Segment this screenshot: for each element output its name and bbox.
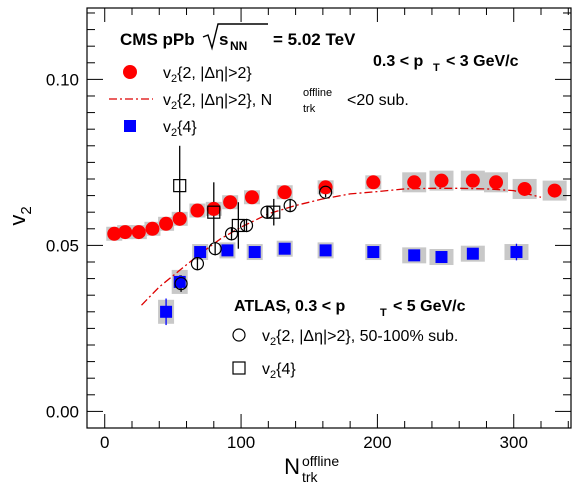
- point-cms-v2-4: [278, 242, 291, 255]
- x-axis-label-main: N: [284, 454, 300, 479]
- cms-pt-sub: T: [433, 62, 440, 74]
- point-cms-v2-4: [194, 246, 207, 259]
- plot-frame: [86, 7, 572, 429]
- point-cms-v2-2: [547, 183, 562, 198]
- point-cms-v2-4: [160, 305, 173, 318]
- point-cms-v2-2: [206, 201, 221, 216]
- energy-sub: NN: [230, 39, 247, 53]
- point-cms-v2-2: [366, 175, 381, 190]
- legend-atlas-entry-2: v2{4}: [262, 361, 296, 381]
- legend-atlas: v2{2, |Δη|>2}, 50-100% sub. v2{4}: [232, 328, 458, 381]
- atlas-label: ATLAS, 0.3 < p T < 5 GeV/c: [234, 298, 466, 319]
- axes: 0 100 200 300 0.00 0.05 0.10: [46, 8, 571, 452]
- point-cms-v2-2: [107, 226, 122, 241]
- point-cms-v2-2: [223, 195, 238, 210]
- point-cms-v2-4: [221, 244, 234, 257]
- point-atlas-v2-4: [231, 218, 245, 233]
- point-atlas-v2-2: [283, 198, 297, 213]
- point-cms-v2-2: [407, 175, 422, 190]
- energy-value: = 5.02 TeV: [273, 30, 356, 49]
- point-cms-v2-2: [434, 173, 449, 188]
- legend-open-circle-marker: [232, 328, 246, 342]
- atlas-label-prefix: ATLAS, 0.3 < p: [234, 298, 346, 315]
- legend-cms: v2{2, |Δη|>2} v2{2, |Δη|>2}, N offline t…: [109, 65, 409, 139]
- point-cms-v2-2: [190, 203, 205, 218]
- cms-pt-range: 0.3 < p T < 3 GeV/c: [373, 53, 519, 74]
- point-atlas-v2-2: [224, 227, 239, 241]
- cms-pt-suffix: < 3 GeV/c: [446, 53, 519, 70]
- point-cms-v2-2: [277, 185, 292, 200]
- point-cms-v2-2: [145, 221, 160, 236]
- data-markers: [107, 173, 562, 318]
- cms-header: CMS pPb s NN = 5.02 TeV: [120, 23, 356, 53]
- cms-pt-prefix: 0.3 < p: [373, 53, 423, 70]
- legend-atlas-entry-1: v2{2, |Δη|>2}, 50-100% sub.: [262, 328, 458, 348]
- legend-cms-entry-3: v2{4}: [163, 119, 197, 139]
- sqrt-symbol: [202, 23, 268, 51]
- x-axis-label-sup: offline: [302, 453, 339, 469]
- point-atlas-v2-2: [174, 276, 188, 291]
- x-axis-label: N offline trk: [284, 453, 339, 485]
- point-cms-v2-2: [118, 225, 133, 240]
- point-cms-v2-2: [131, 225, 146, 240]
- point-atlas-v2-2: [318, 185, 333, 199]
- legend-open-square-marker: [232, 361, 246, 375]
- point-atlas-v2-2: [239, 218, 254, 233]
- atlas-label-sub: T: [380, 307, 387, 319]
- point-atlas-v2-2: [190, 257, 205, 271]
- point-cms-v2-2: [159, 216, 174, 231]
- point-cms-v2-2: [489, 175, 504, 190]
- legend-red-circle-marker: [123, 65, 137, 79]
- point-cms-v2-2: [318, 180, 333, 195]
- point-cms-v2-4: [510, 246, 523, 259]
- legend-cms-entry-2-rest: <20 sub.: [347, 92, 409, 109]
- point-atlas-v2-4: [173, 179, 187, 193]
- point-cms-v2-4: [248, 246, 261, 259]
- point-cms-v2-2: [172, 211, 187, 226]
- point-cms-v2-4: [319, 244, 332, 257]
- point-cms-v2-2: [517, 181, 532, 196]
- point-cms-v2-4: [435, 251, 448, 264]
- y-tick-label: 0.10: [46, 70, 79, 89]
- x-axis-label-sub: trk: [302, 469, 319, 485]
- chart-title: CMS pPb: [120, 30, 195, 49]
- y-axis-label: v2: [5, 206, 35, 225]
- x-tick-label: 300: [500, 433, 528, 452]
- point-atlas-v2-2: [260, 205, 274, 219]
- point-cms-v2-2: [465, 173, 480, 188]
- atlas-label-suffix: < 5 GeV/c: [393, 298, 466, 315]
- legend-cms-entry-2-sub: trk: [303, 103, 316, 115]
- point-atlas-v2-4: [207, 205, 221, 219]
- legend-blue-square-marker: [124, 120, 136, 132]
- point-atlas-v2-4: [267, 205, 281, 219]
- point-atlas-v2-2: [208, 242, 222, 256]
- y-tick-label: 0.00: [46, 402, 79, 421]
- x-tick-label: 200: [363, 433, 391, 452]
- x-tick-label: 100: [227, 433, 255, 452]
- point-cms-v2-4: [408, 249, 421, 262]
- point-cms-v2-4: [367, 246, 380, 259]
- point-cms-v2-4: [466, 247, 479, 260]
- legend-cms-entry-2-sup: offline: [303, 87, 332, 99]
- energy-s: s: [219, 30, 228, 49]
- legend-cms-entry-2: v2{2, |Δη|>2}, N: [163, 92, 272, 112]
- legend-cms-entry-1: v2{2, |Δη|>2}: [163, 65, 252, 85]
- point-cms-v2-2: [244, 190, 259, 205]
- x-tick-label: 0: [100, 433, 109, 452]
- y-tick-label: 0.05: [46, 236, 79, 255]
